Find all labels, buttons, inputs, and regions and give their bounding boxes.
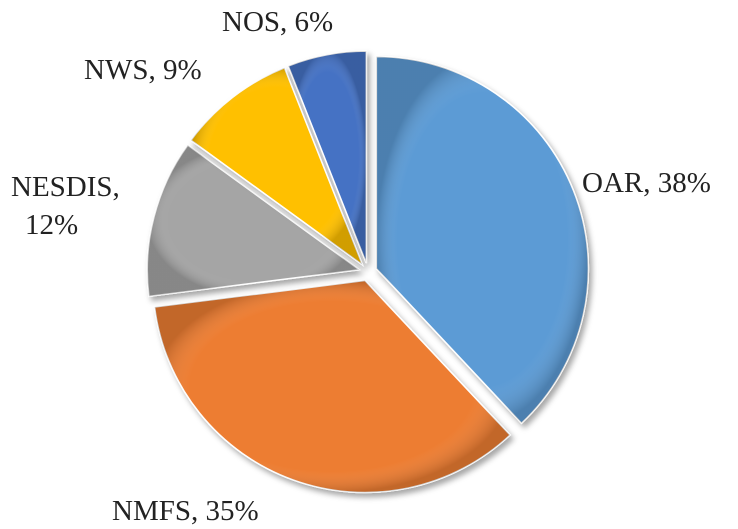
pie-slice-bevel-nos	[288, 51, 367, 264]
slice-label-nos: NOS, 6%	[222, 6, 333, 38]
slice-label-nws: NWS, 9%	[84, 54, 202, 86]
slice-label-oar: OAR, 38%	[582, 167, 711, 199]
slice-label-nesdis-line2: 12%	[25, 209, 78, 241]
slice-label-nmfs: NMFS, 35%	[112, 495, 259, 527]
slice-label-nesdis-line1: NESDIS,	[11, 171, 120, 203]
pie-slice-bevel-oar	[376, 56, 589, 424]
pie-slice-bevel-nws	[190, 67, 363, 265]
pie-slice-bevel-nmfs	[154, 280, 511, 493]
pie-slices	[146, 50, 590, 494]
pie-slice-bevel-nesdis	[147, 145, 360, 297]
data-labels: OAR, 38% NMFS, 35% NESDIS, 12% NWS, 9% N…	[11, 6, 711, 527]
